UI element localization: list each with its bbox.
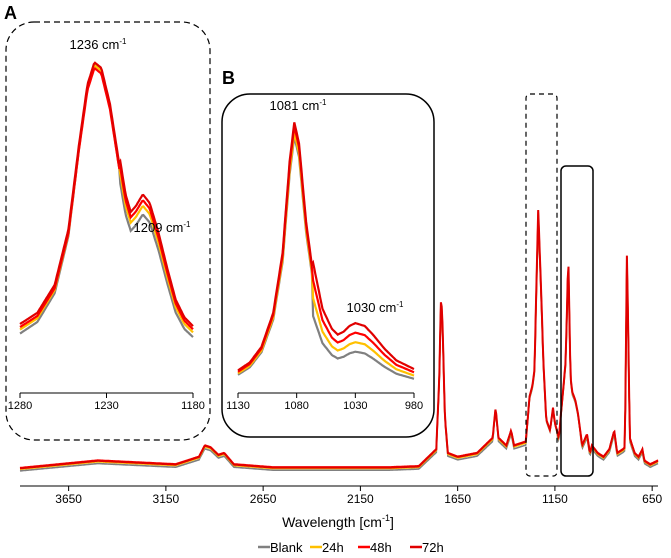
highlight-box-a [525,93,558,477]
main-x-tick-label: 3150 [153,492,180,506]
inset-b-annotation-peak2: 1030 cm-1 [347,300,405,315]
main-x-tick-label: 1150 [542,492,568,506]
highlight-box-b [560,165,594,477]
inset-b-frame [221,93,435,438]
inset-a-x-tick-label: 1230 [94,400,118,412]
inset-b-x-tick-label: 1080 [284,400,308,412]
inset-b-x-tick-label: 980 [405,400,423,412]
main-x-tick-label: 1650 [444,492,471,506]
inset-a-line-72h [19,61,194,327]
inset-b-panel-label: B [222,68,235,88]
main-x-tick-label: 650 [642,492,662,506]
main-x-tick-label: 2150 [347,492,374,506]
inset-b-x-tick-label: 1030 [343,400,367,412]
inset-a-panel-label: A [4,3,17,23]
main-x-tick-label: 3650 [55,492,82,506]
main-line-72h [19,209,659,470]
inset-b-x-ticks: 1130 1080 1030 980 [226,393,423,412]
main-series-lines [19,209,659,472]
inset-b-x-tick-label: 1130 [226,400,250,412]
main-x-tick-label: 2650 [250,492,277,506]
main-x-ticks: 3650 3150 2650 2150 1650 1150 650 [55,486,662,506]
inset-b-lines [237,122,415,380]
inset-a-annotation-peak2: 1209 cm-1 [134,220,192,235]
legend-label-blank: Blank [270,540,303,555]
inset-a-x-tick-label: 1280 [8,400,32,412]
inset-a-lines [19,61,194,338]
inset-b-annotation-peak1: 1081 cm-1 [270,98,328,113]
legend-label-72h: 72h [422,540,444,555]
inset-b-line-72h [237,122,415,372]
legend: Blank 24h 48h 72h [258,540,444,555]
inset-a-x-tick-label: 1180 [181,400,205,412]
inset-a-frame [5,21,211,441]
inset-a-x-ticks: 1280 1230 1180 [8,393,205,412]
inset-a-annotation-peak1: 1236 cm-1 [70,37,128,52]
legend-label-24h: 24h [322,540,344,555]
legend-label-48h: 48h [370,540,392,555]
main-x-axis-label: Wavelength [cm-1] [282,513,394,530]
